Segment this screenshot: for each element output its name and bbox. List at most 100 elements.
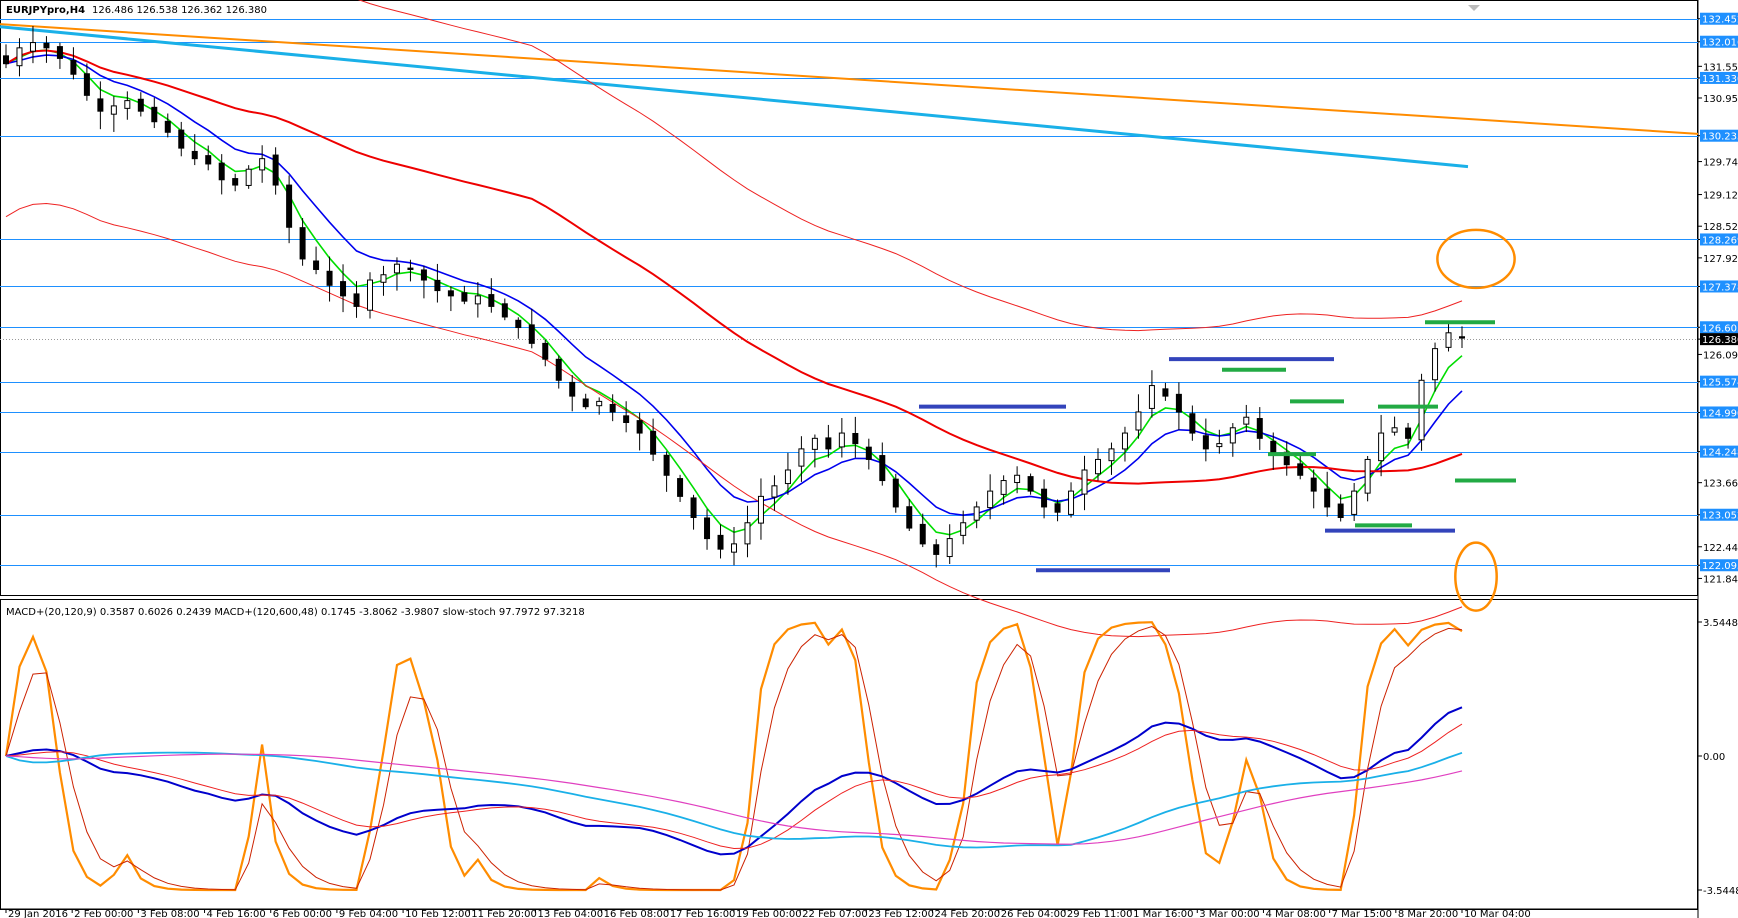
candle-bear[interactable] [892, 478, 899, 508]
candle-bear[interactable] [461, 292, 468, 302]
candle-bear[interactable] [1202, 435, 1209, 450]
candle-bear[interactable] [447, 290, 454, 297]
candle-bull[interactable] [1216, 443, 1223, 448]
candle-bear[interactable] [1337, 503, 1344, 518]
envelope-lower-line[interactable] [5, 202, 1463, 638]
candle-bear[interactable] [677, 478, 684, 497]
trend-cyan-line[interactable] [0, 25, 1469, 169]
candle-bear[interactable] [299, 227, 306, 260]
candle-bear[interactable] [865, 446, 872, 460]
candle-bear[interactable] [3, 55, 9, 65]
sma-long-line[interactable] [5, 49, 1463, 485]
candle-bear[interactable] [191, 150, 198, 160]
candle-bear[interactable] [43, 42, 50, 49]
candle-bear[interactable] [623, 415, 630, 424]
candle-bull[interactable] [1364, 458, 1371, 494]
candle-bear[interactable] [70, 60, 77, 75]
scroll-marker-icon[interactable] [1468, 5, 1480, 11]
candle-bear[interactable] [515, 319, 522, 329]
candle-bear[interactable] [650, 430, 657, 455]
candle-bull[interactable] [1148, 385, 1155, 409]
candle-bear[interactable] [501, 303, 508, 318]
candle-bear[interactable] [151, 106, 158, 123]
candle-bear[interactable] [353, 293, 360, 307]
candle-bull[interactable] [744, 522, 751, 545]
candle-bear[interactable] [933, 544, 940, 555]
candle-bear[interactable] [1459, 336, 1465, 339]
candle-bull[interactable] [1014, 474, 1021, 484]
candle-bull[interactable] [1000, 480, 1007, 495]
candle-bull[interactable] [245, 168, 252, 186]
candle-bull[interactable] [1243, 416, 1250, 425]
candle-bull[interactable] [1351, 490, 1358, 515]
candle-bear[interactable] [286, 184, 293, 228]
candle-bull[interactable] [784, 469, 791, 485]
candle-bull[interactable] [960, 522, 967, 536]
candle-bear[interactable] [232, 178, 239, 186]
candle-bear[interactable] [178, 129, 185, 149]
candle-bull[interactable] [1445, 332, 1452, 348]
candle-bear[interactable] [56, 46, 63, 59]
candle-bear[interactable] [1175, 393, 1182, 413]
candle-bear[interactable] [704, 517, 711, 540]
candle-bear[interactable] [1324, 488, 1331, 508]
candle-bull[interactable] [838, 432, 845, 448]
candle-bull[interactable] [731, 543, 737, 553]
candle-bear[interactable] [582, 398, 589, 408]
candle-bear[interactable] [609, 403, 616, 413]
candle-bear[interactable] [1189, 413, 1196, 434]
candle-bull[interactable] [1121, 432, 1128, 450]
candle-bull[interactable] [757, 495, 764, 524]
candle-bull[interactable] [1068, 490, 1075, 515]
candle-bull[interactable] [1135, 411, 1142, 431]
candle-bull[interactable] [811, 437, 818, 450]
candle-bull[interactable] [474, 295, 481, 305]
macd-long-signal-line[interactable] [5, 753, 1463, 845]
candle-bear[interactable] [1041, 488, 1048, 508]
candle-bull[interactable] [29, 42, 36, 52]
candle-bear[interactable] [717, 534, 724, 550]
candle-bull[interactable] [596, 400, 603, 407]
candle-bear[interactable] [137, 98, 144, 112]
candle-bull[interactable] [973, 506, 980, 521]
candle-bear[interactable] [205, 155, 212, 165]
stoch-signal-line[interactable] [5, 625, 1463, 891]
candle-bear[interactable] [919, 523, 926, 545]
candle-bear[interactable] [542, 342, 549, 360]
candle-bear[interactable] [340, 281, 347, 297]
ema-slow-line[interactable] [5, 54, 1463, 517]
candle-bull[interactable] [798, 448, 805, 467]
candle-bear[interactable] [825, 437, 832, 450]
candle-bear[interactable] [636, 420, 643, 434]
candle-bull[interactable] [110, 105, 117, 115]
candle-bear[interactable] [313, 260, 320, 270]
candle-bear[interactable] [1297, 463, 1304, 476]
candle-bear[interactable] [407, 267, 414, 270]
candle-bear[interactable] [488, 294, 495, 307]
candle-bull[interactable] [124, 100, 131, 109]
macd-signal-line[interactable] [5, 723, 1463, 850]
candle-bull[interactable] [1432, 348, 1439, 381]
candle-bear[interactable] [97, 98, 104, 112]
candle-bear[interactable] [690, 497, 697, 518]
candle-bear[interactable] [569, 381, 576, 397]
candle-bear[interactable] [326, 270, 333, 286]
candle-bull[interactable] [1095, 458, 1101, 475]
candle-bull[interactable] [1418, 379, 1425, 441]
stoch-main-line[interactable] [4, 621, 1463, 892]
candle-bull[interactable] [1081, 469, 1088, 495]
candle-bear[interactable] [1054, 503, 1061, 513]
candle-bull[interactable] [1378, 432, 1385, 462]
candle-bull[interactable] [987, 490, 994, 509]
candle-bear[interactable] [272, 154, 279, 186]
candle-bull[interactable] [393, 263, 400, 274]
candle-bull[interactable] [259, 158, 266, 171]
trend-orange-line[interactable] [0, 23, 1699, 135]
candle-bull[interactable] [367, 279, 373, 311]
candle-bear[interactable] [852, 433, 859, 445]
envelope-upper-line[interactable] [6, 0, 1463, 332]
candle-bear[interactable] [1162, 388, 1169, 397]
candle-bear[interactable] [434, 279, 441, 292]
candle-bear[interactable] [1027, 476, 1034, 492]
